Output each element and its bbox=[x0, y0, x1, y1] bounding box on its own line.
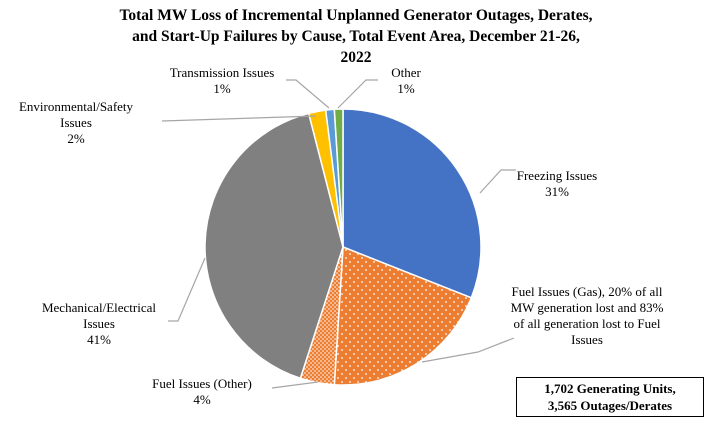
chart-title-line-2: and Start-Up Failures by Cause, Total Ev… bbox=[132, 28, 580, 45]
leader-line-environmental-safety bbox=[161, 115, 317, 122]
slice-percent-label: 4% bbox=[193, 392, 211, 407]
slice-label-fuel-issues-other: Fuel Issues (Other)4% bbox=[152, 376, 252, 407]
pie-slices bbox=[204, 108, 482, 386]
leader-line-freezing-issues bbox=[479, 169, 516, 194]
slice-name-label: Fuel Issues (Gas), 20% of all bbox=[512, 284, 663, 299]
slice-percent-label: 1% bbox=[397, 81, 415, 96]
note-line-2: 3,565 Outages/Derates bbox=[547, 398, 673, 413]
pie-slice-fuel-issues-gas-20-of-all bbox=[333, 245, 473, 386]
pie-slice-freezing-issues bbox=[342, 108, 482, 299]
slice-name-label: Mechanical/Electrical bbox=[42, 300, 156, 315]
slice-name-label: Issues bbox=[83, 316, 115, 331]
summary-note-box: 1,702 Generating Units, 3,565 Outages/De… bbox=[516, 377, 704, 417]
chart-title-line-3: 2022 bbox=[340, 49, 372, 66]
leader-lines bbox=[161, 79, 516, 389]
slice-name-label: Other bbox=[391, 65, 421, 80]
chart-title: Total MW Loss of Incremental Unplanned G… bbox=[0, 5, 712, 68]
slice-percent-label: 2% bbox=[67, 131, 85, 146]
slice-name-label: Issues bbox=[60, 115, 92, 130]
note-line-1: 1,702 Generating Units, bbox=[544, 381, 676, 396]
slice-name-label: Fuel Issues (Other) bbox=[152, 376, 252, 391]
chart-title-line-1: Total MW Loss of Incremental Unplanned G… bbox=[119, 7, 593, 24]
leader-line-fuel-issues-other bbox=[271, 381, 319, 389]
slice-name-label: of all generation lost to Fuel bbox=[514, 316, 661, 331]
leader-line-other bbox=[337, 79, 378, 109]
slice-percent-label: 1% bbox=[213, 81, 231, 96]
pie-slice-mechanical-electrical bbox=[204, 112, 344, 380]
pie-slice-other bbox=[333, 108, 344, 248]
slice-name-label: MW generation lost and 83% bbox=[511, 300, 664, 315]
leader-line-fuel-issues-gas-20-of-all bbox=[421, 337, 515, 363]
slice-name-label: Freezing Issues bbox=[517, 168, 598, 183]
slice-name-label: Issues bbox=[571, 332, 603, 347]
leader-line-transmission-issues bbox=[286, 79, 330, 109]
slice-name-label: Environmental/Safety bbox=[19, 99, 134, 114]
slice-name-label: Transmission Issues bbox=[170, 65, 275, 80]
slice-percent-label: 41% bbox=[87, 332, 111, 347]
slice-percent-label: 31% bbox=[545, 184, 569, 199]
leader-line-mechanical-electrical bbox=[168, 257, 206, 322]
